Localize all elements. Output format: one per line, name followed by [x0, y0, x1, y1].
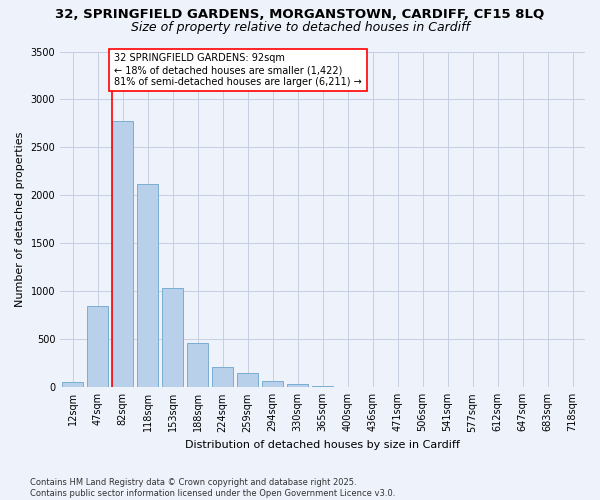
- Y-axis label: Number of detached properties: Number of detached properties: [15, 132, 25, 307]
- Text: 32 SPRINGFIELD GARDENS: 92sqm
← 18% of detached houses are smaller (1,422)
81% o: 32 SPRINGFIELD GARDENS: 92sqm ← 18% of d…: [114, 54, 362, 86]
- Bar: [237, 373, 258, 388]
- Text: 32, SPRINGFIELD GARDENS, MORGANSTOWN, CARDIFF, CF15 8LQ: 32, SPRINGFIELD GARDENS, MORGANSTOWN, CA…: [55, 8, 545, 20]
- Bar: [137, 184, 158, 388]
- Text: Contains HM Land Registry data © Crown copyright and database right 2025.
Contai: Contains HM Land Registry data © Crown c…: [30, 478, 395, 498]
- Bar: [187, 343, 208, 388]
- X-axis label: Distribution of detached houses by size in Cardiff: Distribution of detached houses by size …: [185, 440, 460, 450]
- Bar: [87, 306, 108, 388]
- Bar: [212, 367, 233, 388]
- Bar: [262, 381, 283, 388]
- Bar: [162, 288, 183, 388]
- Bar: [312, 386, 333, 388]
- Bar: [62, 382, 83, 388]
- Text: Size of property relative to detached houses in Cardiff: Size of property relative to detached ho…: [131, 21, 469, 34]
- Bar: [287, 384, 308, 388]
- Bar: [112, 120, 133, 388]
